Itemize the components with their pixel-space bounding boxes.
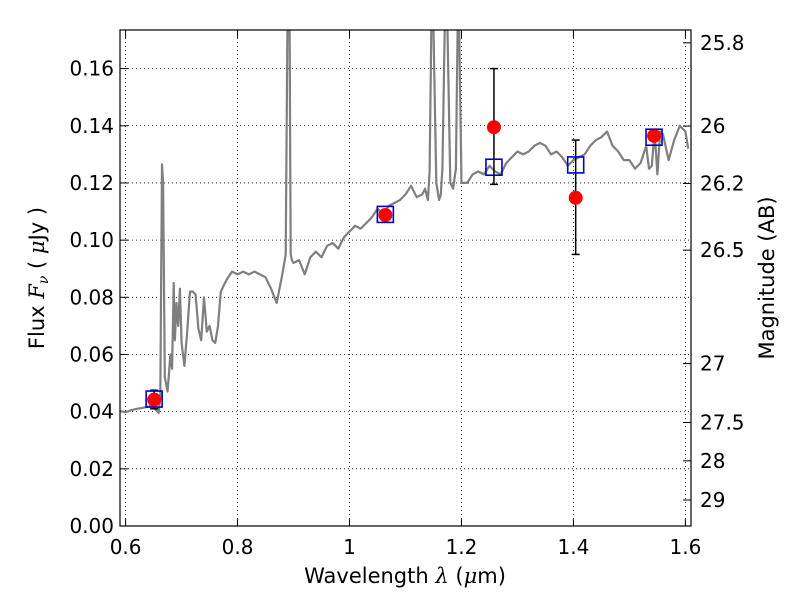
y-tick-label: 0.14 [69, 114, 114, 138]
x-axis-label-unit-rest: m) [477, 564, 506, 588]
y2-tick-label: 28 [700, 449, 725, 473]
grid [120, 30, 691, 527]
x-tick-label: 1.6 [669, 535, 701, 559]
y-tick-label: 0.02 [69, 457, 114, 481]
y-axis-label-unit-mu: μ [25, 240, 49, 254]
model-photometry-point [566, 156, 585, 174]
ticks: 0.6 0.8 1 1.2 1.4 1.6 0.00 0.02 0.04 0.06 0.08 0.10… [69, 30, 745, 559]
model-photometry-point [145, 390, 163, 408]
plot-background [120, 30, 691, 526]
x-tick-label: 0.6 [110, 535, 142, 559]
y-tick-label: 0.00 [69, 514, 114, 538]
y-axis-label-subscript: ν [36, 275, 52, 284]
observed-point [568, 190, 583, 205]
y-axis-label-text: Flux [25, 305, 49, 349]
y-axis-label-unit-rest: Jy ) [25, 207, 49, 243]
y-axis-label-symbol: F [25, 283, 49, 300]
x-tick-label: 1 [343, 535, 356, 559]
y2-tick-label: 25.8 [700, 31, 745, 55]
x-tick-label: 1.2 [446, 535, 478, 559]
y2-tick-label: 26 [700, 114, 725, 138]
y-axis-label-unit-open: ( [25, 261, 49, 269]
y-tick-label: 0.10 [69, 228, 114, 252]
observed-point [147, 392, 162, 407]
y-tick-label: 0.06 [69, 342, 114, 366]
plot-area [120, 30, 690, 415]
observed-point [378, 207, 393, 222]
model-photometry-point [485, 158, 503, 177]
x-axis-label-unit-open: ( [455, 564, 463, 588]
x-axis-label: Wavelength λ (μm) [304, 564, 506, 588]
x-tick-label: 0.8 [222, 535, 254, 559]
y2-tick-label: 26.5 [700, 238, 745, 262]
y2-axis-label: Magnitude (AB) [755, 196, 779, 359]
y-tick-label: 0.08 [69, 285, 114, 309]
y2-tick-label: 29 [700, 488, 725, 512]
x-axis-label-text: Wavelength [304, 564, 429, 588]
y-axis-label: Flux Fν ( μJy ) [25, 207, 52, 349]
observed-point [486, 120, 501, 135]
y2-tick-label: 26.2 [700, 172, 745, 196]
plot-frame [119, 29, 692, 527]
model-photometry-point [645, 128, 663, 147]
y-tick-label: 0.16 [69, 57, 114, 81]
y-tick-label: 0.12 [69, 171, 114, 195]
model-photometry-point [376, 205, 395, 224]
x-axis-label-symbol: λ [434, 564, 448, 588]
observed-point [647, 128, 662, 143]
y2-tick-label: 27 [700, 352, 725, 376]
y2-tick-label: 27.5 [700, 411, 745, 435]
y-tick-label: 0.04 [69, 400, 114, 424]
x-tick-label: 1.4 [558, 535, 590, 559]
x-axis-label-unit-mu: μ [464, 564, 478, 588]
